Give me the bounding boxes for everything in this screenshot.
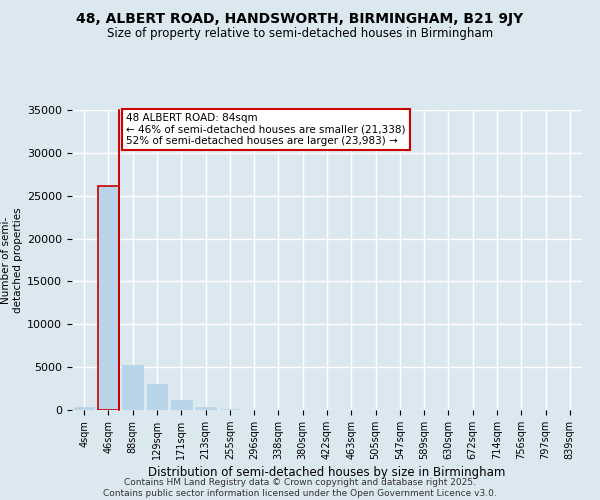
Bar (74, 408, 94, 410)
Bar (146, 384, 167, 410)
Text: 48 ALBERT ROAD: 84sqm
← 46% of semi-detached houses are smaller (21,338)
52% of : 48 ALBERT ROAD: 84sqm ← 46% of semi-deta… (126, 113, 406, 146)
X-axis label: Distribution of semi-detached houses by size in Birmingham: Distribution of semi-detached houses by … (148, 466, 506, 479)
Bar (171, 400, 191, 410)
Bar (98, 186, 119, 410)
Text: Size of property relative to semi-detached houses in Birmingham: Size of property relative to semi-detach… (107, 28, 493, 40)
Bar (220, 409, 240, 410)
Bar (195, 406, 216, 410)
Text: Contains HM Land Registry data © Crown copyright and database right 2025.
Contai: Contains HM Land Registry data © Crown c… (103, 478, 497, 498)
Y-axis label: Number of semi-
detached properties: Number of semi- detached properties (1, 207, 23, 313)
Bar (122, 366, 143, 410)
Text: 48, ALBERT ROAD, HANDSWORTH, BIRMINGHAM, B21 9JY: 48, ALBERT ROAD, HANDSWORTH, BIRMINGHAM,… (76, 12, 524, 26)
